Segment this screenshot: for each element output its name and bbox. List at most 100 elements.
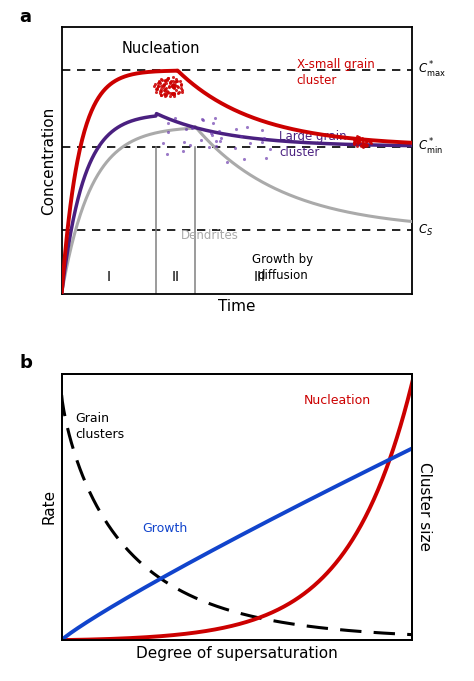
Point [157, 83, 164, 94]
Point [353, 136, 360, 146]
Point [171, 79, 179, 90]
Text: Grain
clusters: Grain clusters [76, 413, 125, 441]
Point [150, 81, 158, 92]
Point [168, 80, 176, 91]
Point [178, 78, 185, 89]
Point [157, 89, 165, 100]
Point [164, 87, 171, 98]
Point [367, 138, 374, 148]
Y-axis label: Concentration: Concentration [41, 106, 56, 215]
Point [362, 139, 369, 150]
Point [154, 81, 162, 92]
Point [152, 84, 160, 95]
Point [258, 137, 266, 148]
Point [244, 121, 251, 132]
Point [351, 135, 358, 146]
Text: Nucleation: Nucleation [121, 41, 200, 56]
X-axis label: Time: Time [218, 299, 256, 314]
Point [168, 89, 176, 100]
Point [157, 81, 165, 92]
Point [154, 83, 161, 94]
Point [179, 146, 187, 157]
Text: I: I [107, 270, 111, 283]
Point [363, 133, 370, 144]
Point [171, 76, 178, 87]
Point [350, 138, 357, 148]
Point [164, 148, 171, 159]
Point [199, 115, 206, 126]
Point [246, 138, 254, 148]
Text: Growth: Growth [142, 522, 188, 535]
Point [358, 139, 365, 150]
Point [166, 91, 174, 101]
Point [153, 84, 161, 95]
Point [168, 80, 175, 91]
Point [231, 142, 239, 153]
Point [356, 136, 363, 147]
Point [160, 89, 168, 99]
Point [362, 139, 370, 150]
Point [161, 89, 169, 99]
Point [174, 88, 182, 99]
Point [155, 76, 163, 87]
Point [211, 112, 219, 123]
Point [362, 140, 370, 151]
Point [160, 80, 167, 91]
Point [177, 76, 184, 86]
Point [166, 76, 174, 87]
Point [360, 137, 367, 148]
Point [355, 136, 362, 146]
Text: a: a [19, 8, 32, 26]
Point [170, 89, 178, 99]
Point [168, 88, 176, 99]
Point [212, 140, 220, 151]
Point [156, 87, 164, 98]
Point [355, 136, 362, 147]
Point [173, 76, 181, 86]
Point [156, 78, 164, 89]
Point [237, 130, 245, 141]
Point [164, 73, 172, 84]
Point [170, 83, 178, 94]
Point [258, 125, 265, 136]
Point [155, 78, 162, 89]
Point [158, 75, 166, 86]
Point [163, 75, 171, 86]
Point [351, 139, 358, 150]
Point [166, 87, 173, 98]
Point [164, 118, 172, 129]
Point [207, 127, 214, 138]
Point [170, 80, 177, 91]
Point [174, 82, 182, 93]
Text: III: III [254, 270, 266, 283]
Point [182, 124, 190, 135]
Point [177, 82, 184, 93]
Text: $C^*_{\mathrm{max}}$: $C^*_{\mathrm{max}}$ [418, 61, 446, 80]
Point [152, 86, 159, 97]
Point [170, 80, 177, 91]
Point [151, 78, 158, 89]
Point [355, 137, 363, 148]
Point [197, 135, 205, 146]
Text: II: II [172, 270, 180, 283]
Point [353, 133, 360, 144]
Point [359, 142, 366, 153]
Point [362, 141, 370, 152]
Point [350, 138, 358, 149]
Point [163, 90, 170, 101]
Point [157, 73, 165, 84]
Point [168, 76, 175, 86]
Point [170, 89, 177, 99]
Point [159, 138, 166, 148]
Text: b: b [19, 354, 32, 373]
Point [161, 85, 169, 96]
Point [363, 136, 370, 147]
Text: $C_S$: $C_S$ [418, 223, 433, 238]
Point [162, 78, 169, 89]
Point [352, 135, 359, 146]
Point [217, 136, 224, 146]
Point [355, 132, 362, 143]
Point [363, 134, 371, 145]
Point [156, 86, 164, 97]
Point [169, 80, 176, 91]
